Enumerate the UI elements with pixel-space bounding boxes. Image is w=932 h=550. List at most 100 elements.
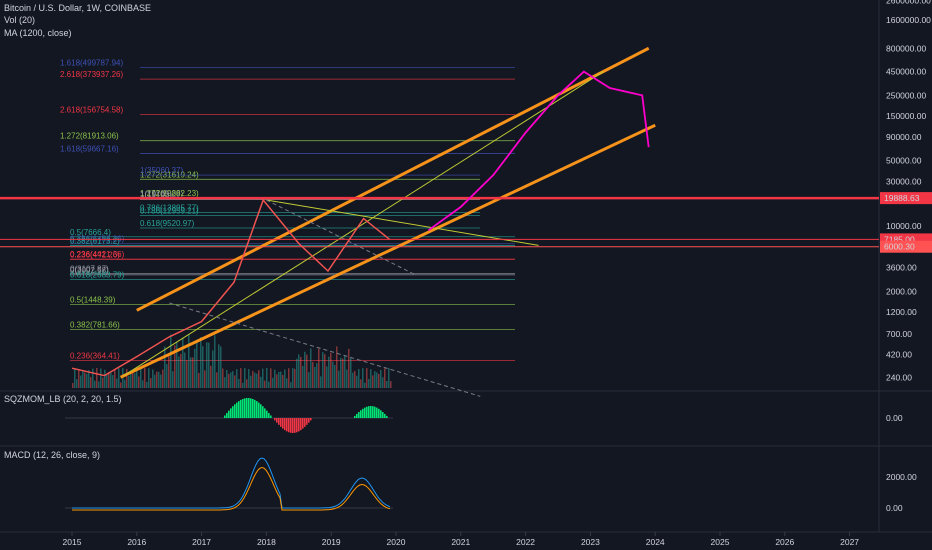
volume-bar xyxy=(234,375,236,388)
price-badge xyxy=(880,192,932,205)
volume-bar xyxy=(250,375,252,388)
volume-bar xyxy=(364,382,366,388)
fib-level-label: 0.618(9520.97) xyxy=(140,219,195,228)
volume-bar xyxy=(314,366,316,388)
sqzmom-bar xyxy=(296,418,298,433)
sqzmom-bar xyxy=(376,407,378,418)
volume-bar xyxy=(114,369,116,388)
macd-tick-label: 2000.00 xyxy=(886,472,917,482)
volume-bar xyxy=(134,373,136,388)
time-tick-label: 2021 xyxy=(451,537,470,547)
sqzmom-bar xyxy=(294,418,296,433)
volume-bar xyxy=(196,342,198,388)
volume-bar xyxy=(352,372,354,388)
volume-bar xyxy=(110,371,112,388)
price-axis: 2600000.00 1600000.00 800000.00 450000.00 25… xyxy=(886,0,931,513)
fib-level-label: 0.786(12959.21) xyxy=(140,206,199,215)
time-tick-label: 2025 xyxy=(711,537,730,547)
sqzmom-bar xyxy=(284,418,286,431)
volume-bar xyxy=(160,374,162,388)
price-tick-label: 240.00 xyxy=(886,372,912,382)
sqzmom-bar xyxy=(256,401,258,418)
fib-level-label: 0.5(1448.39) xyxy=(70,295,116,304)
volume-bar xyxy=(116,378,118,388)
macd-line xyxy=(72,457,391,509)
sqzmom-indicator-label[interactable]: SQZMOM_LB (20, 2, 20, 1.5) xyxy=(4,394,122,404)
sqzmom-bar xyxy=(288,418,290,433)
volume-bar xyxy=(332,361,334,388)
volume-bar xyxy=(370,369,372,388)
price-tick-label: 10000.00 xyxy=(886,221,922,231)
volume-bar xyxy=(282,374,284,388)
macd-signal-line xyxy=(72,466,391,511)
volume-bar xyxy=(164,346,166,388)
volume-bar xyxy=(140,368,142,388)
price-badge-label: 6000.30 xyxy=(884,242,915,252)
volume-bar xyxy=(192,357,194,388)
volume-bar xyxy=(368,378,370,388)
trend-line xyxy=(123,71,604,377)
volume-bar xyxy=(176,342,178,388)
volume-bar xyxy=(188,334,190,388)
volume-indicator-label[interactable]: Vol (20) xyxy=(4,15,36,25)
volume-bar xyxy=(252,370,254,388)
volume-bar xyxy=(168,354,170,388)
channel-lower-line xyxy=(119,123,656,379)
sqzmom-bar xyxy=(364,407,366,418)
volume-bar xyxy=(232,371,234,388)
fib-level-label: 1(19765.29) xyxy=(140,189,183,198)
sqzmom-bar xyxy=(380,410,382,418)
volume-bar xyxy=(266,368,268,388)
volume-bar xyxy=(312,362,314,388)
price-projection xyxy=(427,70,650,232)
price-tick-label: 1600000.00 xyxy=(886,15,931,25)
volume-bar xyxy=(246,379,248,388)
volume-bar xyxy=(190,357,192,388)
volume-bar xyxy=(158,371,160,388)
chart-symbol-title[interactable]: Bitcoin / U.S. Dollar, 1W, COINBASE xyxy=(4,3,152,13)
volume-bar xyxy=(360,379,362,388)
sqzmom-bar xyxy=(366,406,368,418)
volume-bar xyxy=(222,368,224,388)
fib-level-label: 0.382(6173.2) xyxy=(70,237,120,246)
fib-level-label: 1.618(59667.16) xyxy=(60,145,119,154)
sqzmom-bar xyxy=(368,406,370,418)
volume-bar xyxy=(152,369,154,388)
volume-bar xyxy=(264,380,266,388)
ma-indicator-label[interactable]: MA (1200, close) xyxy=(4,28,72,38)
sqzmom-bar xyxy=(236,402,238,418)
volume-bar xyxy=(150,378,152,388)
fib-level-label: 2.618(373937.26) xyxy=(60,70,124,79)
volume-bar xyxy=(78,369,80,388)
fib-level-label: 0(3107.87) xyxy=(70,264,109,273)
volume-bar xyxy=(322,352,324,388)
price-badge-label: 7185.00 xyxy=(884,234,915,244)
volume-bar xyxy=(128,376,130,388)
price-tick-label: 450000.00 xyxy=(886,67,926,77)
fib-level-label: 0.236(4?1.26) xyxy=(70,250,120,259)
sqzmom-bar xyxy=(244,398,246,418)
sqzmom-bar xyxy=(260,404,262,418)
volume-bar xyxy=(228,373,230,388)
volume-bar xyxy=(146,381,148,388)
trend-line xyxy=(266,199,539,246)
volume-bar xyxy=(156,371,158,388)
volume-bar xyxy=(100,368,102,388)
macd-indicator-label[interactable]: MACD (12, 26, close, 9) xyxy=(4,450,101,460)
volume-bar xyxy=(180,353,182,388)
volume-bar xyxy=(376,372,378,388)
fib-level-label: 0.382(781.66) xyxy=(70,320,120,329)
fib-level-label: 0.236(4421.36) xyxy=(70,250,125,259)
time-tick-label: 2027 xyxy=(840,537,859,547)
sqzmom-bar xyxy=(270,415,272,418)
volume-bar xyxy=(284,369,286,388)
price-channel xyxy=(0,46,879,397)
volume-bar xyxy=(198,372,200,388)
volume-bar xyxy=(374,371,376,388)
volume-bar xyxy=(380,370,382,388)
volume-bar xyxy=(124,379,126,388)
sqzmom-histogram xyxy=(65,398,393,433)
volume-bar xyxy=(240,368,242,388)
volume-bar xyxy=(120,382,122,388)
